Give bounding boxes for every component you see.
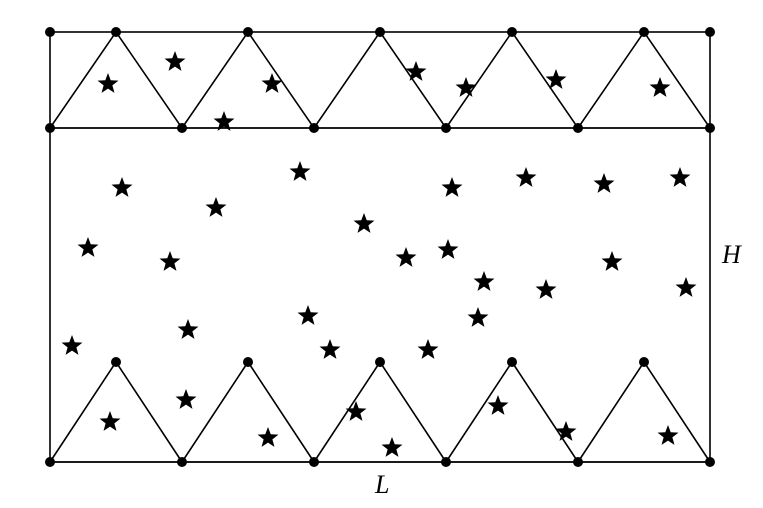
star-icon <box>160 251 181 271</box>
top-triangle <box>182 32 314 128</box>
star-icon <box>676 277 697 297</box>
star-icon <box>602 251 623 271</box>
star-icon <box>556 421 577 441</box>
height-label: H <box>722 240 741 270</box>
star-icon <box>382 437 403 457</box>
figure-canvas: L H <box>0 0 763 508</box>
star-icon <box>594 173 615 193</box>
bottom-triangle <box>50 362 182 462</box>
top-triangle <box>50 32 182 128</box>
star-icon <box>100 411 121 431</box>
star-icon <box>516 167 537 187</box>
star-icon <box>62 335 83 355</box>
star-icon <box>438 239 459 259</box>
node-dot <box>309 457 319 467</box>
node-dot <box>705 123 715 133</box>
star-icon <box>456 77 477 97</box>
diagram-svg <box>0 0 763 508</box>
node-dot <box>45 123 55 133</box>
star-icon <box>650 77 671 97</box>
bottom-triangle <box>182 362 314 462</box>
top-triangle <box>578 32 710 128</box>
node-dot <box>573 457 583 467</box>
node-dot <box>639 27 649 37</box>
node-dot <box>309 123 319 133</box>
node-dot <box>573 123 583 133</box>
star-icon <box>206 197 227 217</box>
bottom-triangle <box>446 362 578 462</box>
node-dot <box>177 457 187 467</box>
node-dot <box>441 123 451 133</box>
star-icon <box>442 177 463 197</box>
star-icon <box>258 427 279 447</box>
node-dot <box>177 123 187 133</box>
bottom-triangle <box>314 362 446 462</box>
top-triangle <box>314 32 446 128</box>
node-dot <box>111 357 121 367</box>
node-dot <box>111 27 121 37</box>
node-dot <box>441 457 451 467</box>
width-label: L <box>375 470 389 500</box>
star-icon <box>298 305 319 325</box>
star-icon <box>354 213 375 233</box>
outer-rect <box>50 32 710 462</box>
star-icon <box>658 425 679 445</box>
node-dot <box>639 357 649 367</box>
node-dot <box>243 27 253 37</box>
node-dot <box>45 27 55 37</box>
star-icon <box>262 73 283 93</box>
star-icon <box>468 307 489 327</box>
star-icon <box>406 61 427 81</box>
star-icon <box>670 167 691 187</box>
node-dot <box>705 27 715 37</box>
star-icon <box>320 339 341 359</box>
node-dot <box>507 27 517 37</box>
node-dot <box>507 357 517 367</box>
star-icon <box>176 389 197 409</box>
star-icon <box>396 247 417 267</box>
star-icon <box>178 319 199 339</box>
node-dot <box>45 457 55 467</box>
node-dot <box>375 357 385 367</box>
star-icon <box>112 177 133 197</box>
star-icon <box>290 161 311 181</box>
star-icon <box>346 401 367 421</box>
node-dot <box>243 357 253 367</box>
node-dot <box>705 457 715 467</box>
star-icon <box>165 51 186 71</box>
star-icon <box>488 395 509 415</box>
star-icon <box>98 73 119 93</box>
bottom-triangle <box>578 362 710 462</box>
node-dot <box>375 27 385 37</box>
star-icon <box>78 237 99 257</box>
star-icon <box>418 339 439 359</box>
star-icon <box>474 271 495 291</box>
star-icon <box>536 279 557 299</box>
